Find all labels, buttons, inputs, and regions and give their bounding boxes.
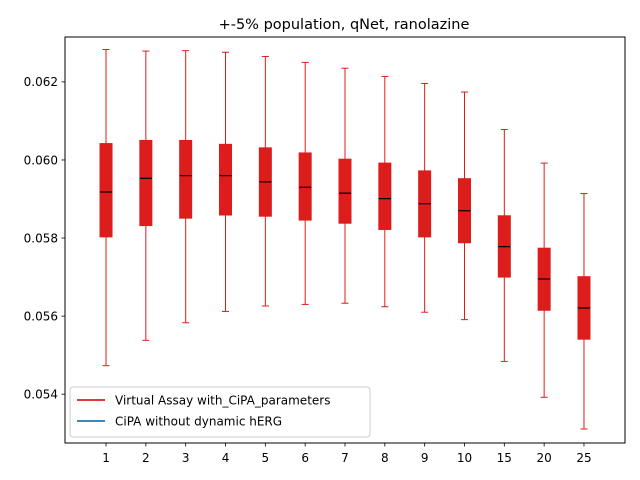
x-tick-label: 5 xyxy=(262,451,270,465)
plot-area xyxy=(99,48,591,430)
x-tick-label: 10 xyxy=(457,451,472,465)
box xyxy=(139,139,153,227)
x-tick-label: 3 xyxy=(182,451,190,465)
legend: Virtual Assay with_CiPA_parameters CiPA … xyxy=(69,386,371,438)
x-tick-label: 15 xyxy=(497,451,512,465)
x-tick-label: 20 xyxy=(537,451,552,465)
box xyxy=(219,143,233,216)
chart-title: +-5% population, qNet, ranolazine xyxy=(219,17,470,33)
legend-frame xyxy=(69,386,371,438)
box xyxy=(298,152,312,221)
x-axis: 1 2 3 4 5 6 7 8 9 10 15 20 25 xyxy=(102,443,592,465)
y-tick-label: 0.054 xyxy=(24,388,58,402)
y-tick-label: 0.058 xyxy=(24,231,58,245)
axes-frame xyxy=(64,36,626,444)
x-tick-label: 8 xyxy=(381,451,389,465)
box xyxy=(338,158,352,224)
y-tick-label: 0.060 xyxy=(24,153,58,167)
x-tick-label: 9 xyxy=(421,451,429,465)
x-tick-label: 25 xyxy=(576,451,591,465)
legend-label-cipa: CiPA without dynamic hERG xyxy=(115,415,282,429)
x-tick-label: 7 xyxy=(341,451,349,465)
box xyxy=(179,139,193,219)
x-tick-label: 1 xyxy=(102,451,110,465)
legend-label-virtual-assay: Virtual Assay with_CiPA_parameters xyxy=(115,394,330,408)
x-tick-label: 2 xyxy=(142,451,150,465)
box xyxy=(99,143,113,238)
y-tick-label: 0.062 xyxy=(24,75,58,89)
y-axis: 0.054 0.056 0.058 0.060 0.062 xyxy=(24,75,65,402)
x-tick-label: 4 xyxy=(222,451,230,465)
box xyxy=(378,162,392,230)
x-tick-label: 6 xyxy=(301,451,309,465)
y-tick-label: 0.056 xyxy=(24,309,58,323)
